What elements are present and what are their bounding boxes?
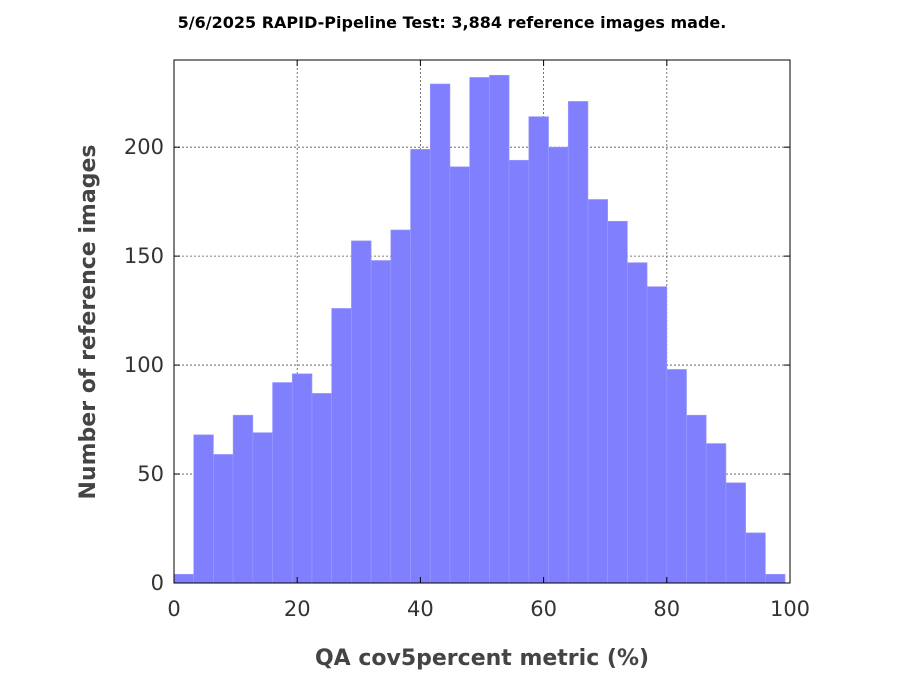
histogram-bar xyxy=(508,159,530,584)
y-axis-label: Number of reference images xyxy=(76,145,101,500)
x-tick-label: 40 xyxy=(407,597,434,621)
chart-title: 5/6/2025 RAPID-Pipeline Test: 3,884 refe… xyxy=(178,13,727,32)
histogram-bar xyxy=(351,240,372,584)
x-tick-label: 80 xyxy=(653,597,680,621)
histogram-bar xyxy=(390,229,411,584)
histogram-bar xyxy=(528,116,549,584)
y-tick-label: 150 xyxy=(124,244,164,268)
histogram-bar xyxy=(469,77,490,584)
y-tick-label: 50 xyxy=(137,462,164,486)
histogram-bar xyxy=(607,220,628,584)
histogram-bar xyxy=(725,482,746,584)
histogram-bar xyxy=(272,382,293,584)
histogram-bar xyxy=(429,83,451,584)
x-axis-ticks: 0 20 40 60 80 100 xyxy=(167,60,810,621)
histogram-bar xyxy=(765,573,786,584)
histogram-bar xyxy=(410,149,431,584)
x-tick-label: 100 xyxy=(770,597,810,621)
y-tick-label: 200 xyxy=(124,135,164,159)
histogram-bar xyxy=(548,146,569,584)
histogram-bar xyxy=(291,373,313,584)
histogram-bar xyxy=(252,432,273,584)
histogram-bar xyxy=(666,369,687,584)
plot-frame xyxy=(173,59,791,584)
histogram-bar xyxy=(331,308,352,584)
histogram-bar xyxy=(646,286,668,584)
histogram-bar xyxy=(489,74,510,584)
x-axis-label: QA cov5percent metric (%) xyxy=(315,646,649,671)
histogram-bar xyxy=(686,414,707,584)
histogram-bar xyxy=(587,199,608,584)
histogram-bars xyxy=(173,74,786,584)
x-tick-label: 60 xyxy=(530,597,557,621)
y-tick-label: 100 xyxy=(124,353,164,377)
histogram-bar xyxy=(745,532,766,584)
histogram-bar xyxy=(173,573,195,584)
histogram-bar xyxy=(213,454,234,584)
histogram-bar xyxy=(627,262,648,584)
histogram-bar xyxy=(193,434,214,584)
histogram-bar xyxy=(567,101,589,584)
histogram-bar xyxy=(449,166,470,584)
histogram-bar xyxy=(705,443,727,584)
y-tick-label: 0 xyxy=(151,571,164,595)
histogram-bar xyxy=(370,260,392,584)
x-tick-label: 20 xyxy=(284,597,311,621)
histogram-bar xyxy=(232,414,254,584)
histogram-bar xyxy=(311,393,332,584)
x-tick-label: 0 xyxy=(167,597,180,621)
y-axis-ticks: 0 50 100 150 200 xyxy=(124,135,790,595)
